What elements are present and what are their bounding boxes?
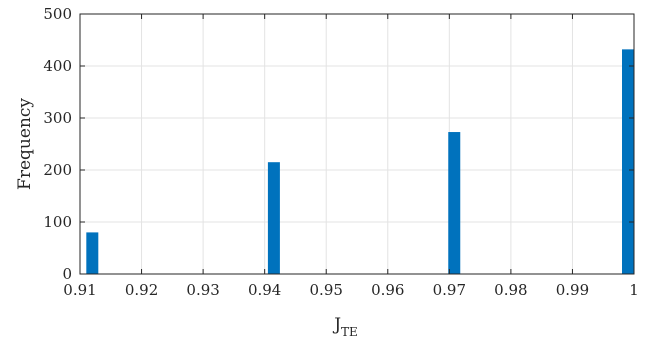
axis-ticks bbox=[79, 13, 635, 275]
histogram-bar bbox=[267, 162, 280, 274]
histogram-bar bbox=[448, 132, 461, 274]
x-tick-label: 1 bbox=[629, 281, 639, 299]
y-axis-label: Frequency bbox=[15, 98, 35, 190]
x-tick-labels: 0.91 0.92 0.93 0.94 0.95 0.96 0.97 0.98 0.99 1 bbox=[63, 281, 638, 299]
histogram-bar bbox=[86, 232, 99, 274]
x-tick-label: 0.92 bbox=[125, 281, 158, 299]
y-tick-labels: 0 100 200 300 400 500 bbox=[43, 5, 72, 283]
y-tick-label: 400 bbox=[43, 57, 72, 75]
plot-frame bbox=[79, 13, 635, 275]
x-axis-label-main: J bbox=[332, 315, 341, 335]
y-tick-label: 200 bbox=[43, 161, 72, 179]
x-tick-label: 0.96 bbox=[371, 281, 404, 299]
x-tick-label: 0.91 bbox=[63, 281, 96, 299]
plot-background bbox=[80, 14, 634, 274]
y-tick-label: 300 bbox=[43, 109, 72, 127]
x-axis-label-subscript: TE bbox=[341, 325, 358, 339]
y-tick-label: 500 bbox=[43, 5, 72, 23]
bars bbox=[86, 49, 634, 274]
x-tick-label: 0.98 bbox=[494, 281, 527, 299]
x-axis-label: JTE bbox=[332, 315, 358, 339]
histogram-bar bbox=[622, 49, 634, 274]
x-tick-label: 0.99 bbox=[556, 281, 589, 299]
x-tick-label: 0.97 bbox=[433, 281, 466, 299]
y-tick-label: 100 bbox=[43, 213, 72, 231]
x-tick-label: 0.95 bbox=[310, 281, 343, 299]
x-tick-label: 0.93 bbox=[186, 281, 219, 299]
y-tick-label: 0 bbox=[62, 265, 72, 283]
x-tick-label: 0.94 bbox=[248, 281, 281, 299]
